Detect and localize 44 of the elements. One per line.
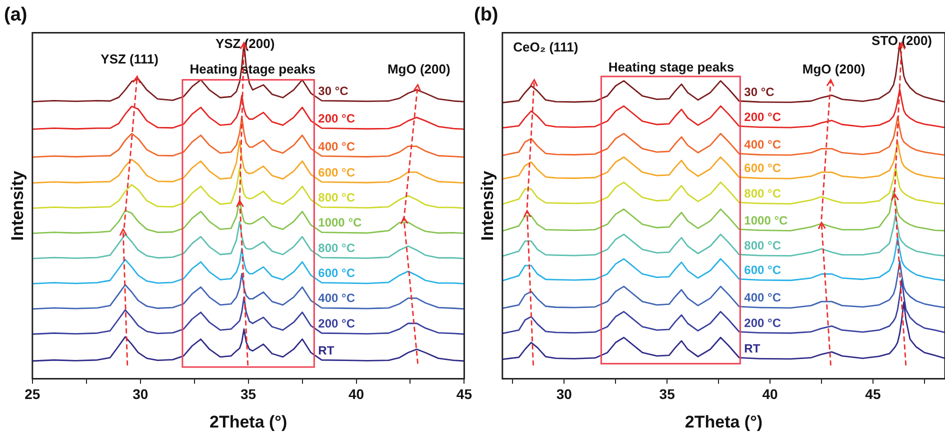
series-label: 200 °C [744, 110, 782, 124]
series-label: RT [744, 342, 761, 356]
series-label: 400 °C [318, 291, 356, 306]
annotation: YSZ (200) [215, 36, 275, 52]
series-label: 800 °C [318, 190, 356, 204]
series-label: 400 °C [744, 138, 782, 152]
series-label: 200 °C [318, 316, 356, 330]
series-label: 800 °C [318, 240, 356, 255]
x-axis-title: 2Theta (°) [684, 412, 763, 432]
series-label: 800 °C [744, 186, 782, 200]
series-label: 200 °C [744, 316, 782, 330]
x-axis-title: 2Theta (°) [209, 412, 288, 432]
series-label: 600 °C [744, 161, 782, 176]
x-tick-label: 35 [240, 386, 256, 402]
series-label: 1000 °C [744, 213, 788, 228]
x-tick-label: 30 [556, 386, 572, 402]
x-tick-label: 40 [762, 386, 778, 402]
series-label: 800 °C [744, 238, 782, 252]
chart-title: (a) [4, 4, 28, 26]
y-axis-title: Intensity [8, 170, 27, 241]
series-label: 200 °C [318, 112, 356, 126]
x-tick-label: 40 [348, 386, 364, 402]
chart-title: (b) [474, 4, 498, 26]
series-label: 30 °C [318, 84, 349, 98]
series-label: 1000 °C [318, 216, 362, 230]
x-tick-label: 30 [132, 386, 148, 402]
x-tick-label: 35 [659, 386, 676, 402]
series-label: 600 °C [318, 165, 356, 180]
series-label: 400 °C [318, 139, 356, 154]
series-label: 30 °C [744, 84, 775, 99]
annotation: Heating stage peaks [608, 60, 734, 75]
x-tick-label: 45 [865, 386, 881, 402]
x-tick-label: 25 [24, 386, 40, 402]
series-label: 600 °C [318, 266, 356, 280]
series-label: RT [318, 343, 335, 358]
series-label: 600 °C [744, 263, 782, 278]
y-axis-title: Intensity [478, 170, 497, 241]
series-label: 400 °C [744, 290, 782, 305]
annotation: MgO (200) [387, 61, 450, 76]
annotation: YSZ (111) [100, 51, 158, 66]
x-tick-label: 45 [456, 386, 472, 402]
annotation: STO (200) [872, 32, 932, 48]
annotation: MgO (200) [802, 61, 866, 76]
annotation: CeO₂ (111) [513, 39, 578, 54]
